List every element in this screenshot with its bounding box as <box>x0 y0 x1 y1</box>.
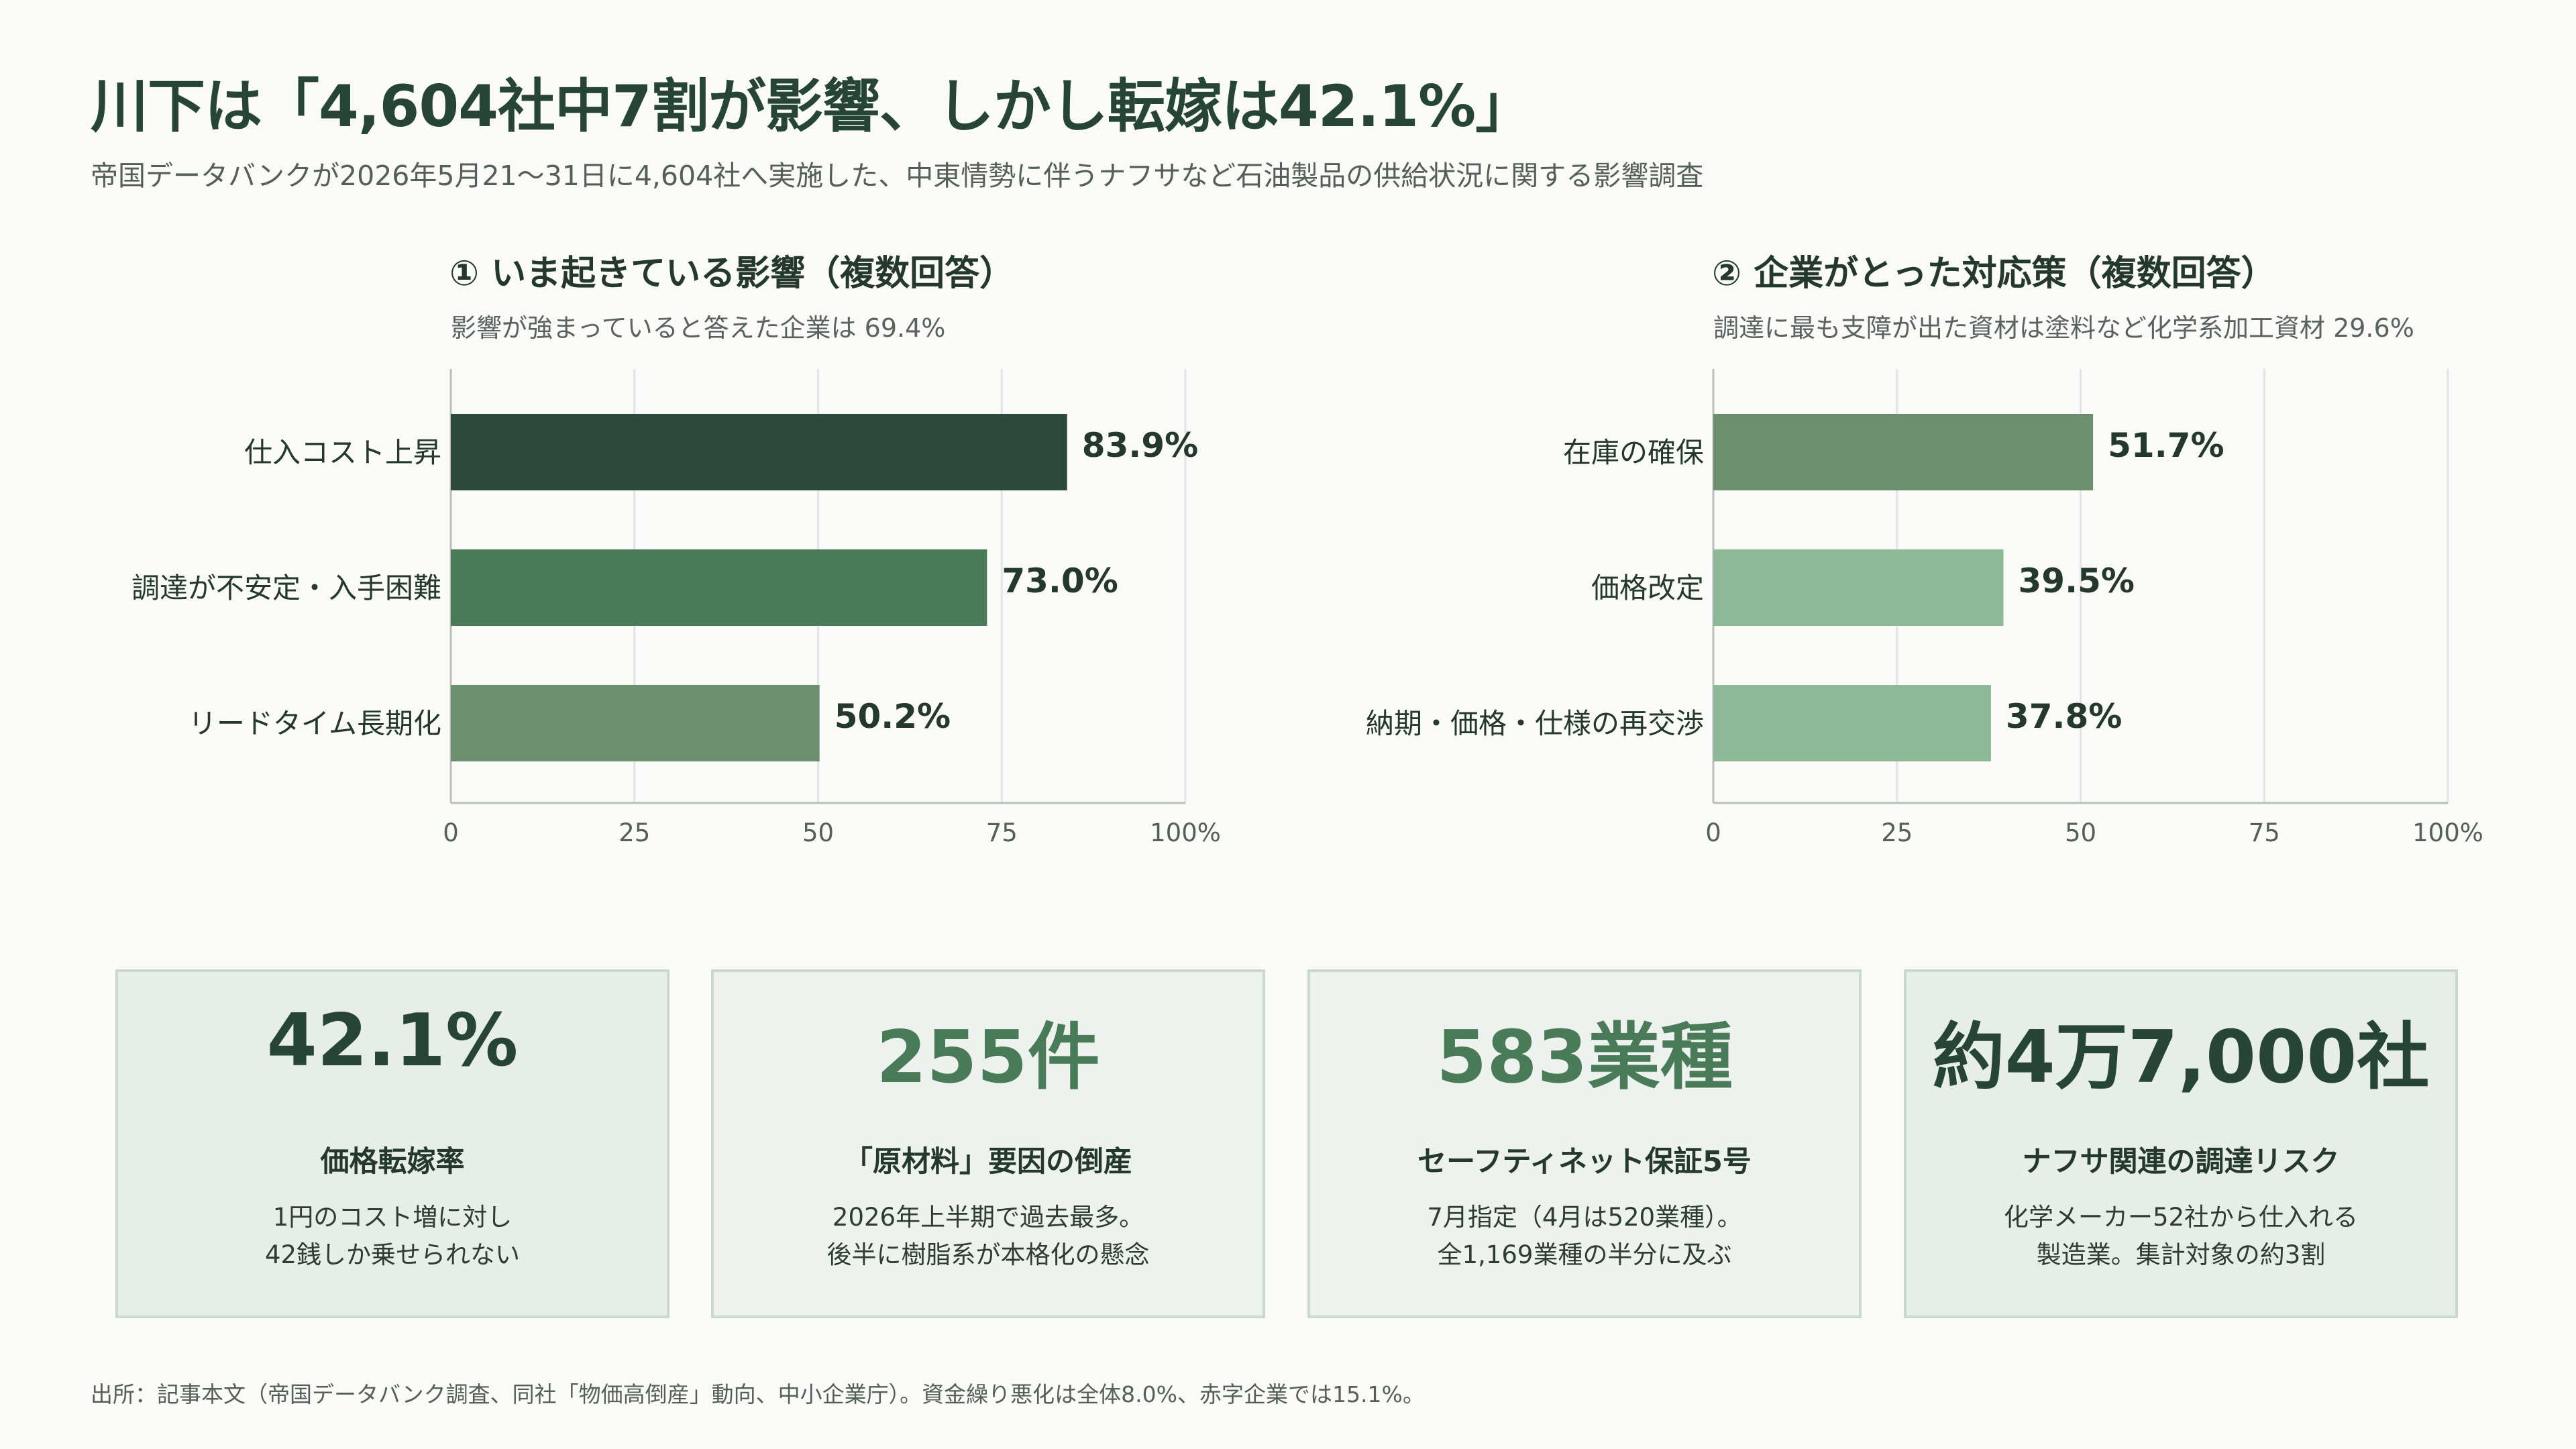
stat-card-desc-line: 全1,169業種の半分に及ぶ <box>1437 1240 1732 1269</box>
page-title: 川下は「4,604社中7割が影響、しかし転嫁は42.1%」 <box>91 73 1533 140</box>
stat-card-desc-line: 2026年上半期で過去最多。 <box>832 1203 1144 1232</box>
chart-1: 0 25 50 75 100% 仕入コスト上昇 83.9% 調達が不安定・入手困難 73.0% リ… <box>131 369 1221 847</box>
x-tick-label: 50 <box>802 818 834 847</box>
stat-card-description: 7月指定（4月は520業種）。 全1,169業種の半分に及ぶ <box>1310 1199 1859 1274</box>
x-tick-label: 25 <box>1881 818 1913 847</box>
stat-card-value: 約4万7,000社 <box>1932 1016 2430 1099</box>
stat-card-desc-line: 化学メーカー52社から仕入れる <box>2003 1203 2359 1232</box>
category-label: 在庫の確保 <box>1563 436 1704 469</box>
category-label: 価格改定 <box>1591 572 1704 604</box>
bar <box>451 685 820 761</box>
stat-card-value: 42.1% <box>266 999 519 1083</box>
category-label: リードタイム長期化 <box>189 707 441 740</box>
stat-card-naphtha-risk: 約4万7,000社 ナフサ関連の調達リスク 化学メーカー52社から仕入れる 製造… <box>1904 969 2458 1318</box>
chart1-subtitle: 影響が強まっていると答えた企業は 69.4% <box>451 313 946 343</box>
value-label: 50.2% <box>835 697 951 736</box>
chart2-title: ② 企業がとった対応策（複数回答） <box>1712 254 2276 294</box>
x-tick-label: 75 <box>986 818 1018 847</box>
value-label: 73.0% <box>1002 561 1118 600</box>
stat-card-label: ナフサ関連の調達リスク <box>2022 1145 2340 1179</box>
bar <box>1713 414 2094 490</box>
category-label: 調達が不安定・入手困難 <box>131 572 441 604</box>
stat-card-bankruptcies: 255件 「原材料」要因の倒産 2026年上半期で過去最多。 後半に樹脂系が本格… <box>711 969 1265 1318</box>
stat-card-label: 価格転嫁率 <box>320 1145 465 1179</box>
chart-2: 0 25 50 75 100% 在庫の確保 51.7% 価格改定 39.5% 納期・価格・仕様の再… <box>1366 369 2483 847</box>
stat-card-label: セーフティネット保証5号 <box>1417 1145 1752 1179</box>
bar <box>451 414 1067 490</box>
x-tick-label: 75 <box>2249 818 2280 847</box>
category-label: 仕入コスト上昇 <box>244 436 441 469</box>
x-tick-label: 50 <box>2065 818 2096 847</box>
bar <box>1713 685 1991 761</box>
value-label: 51.7% <box>2108 426 2224 465</box>
stat-card-desc-line: 1円のコスト増に対し <box>272 1203 513 1232</box>
stat-card-pass-through: 42.1% 価格転嫁率 1円のコスト増に対し 42銭しか乗せられない <box>115 969 669 1318</box>
x-tick-label: 0 <box>443 818 459 847</box>
stat-card-description: 1円のコスト増に対し 42銭しか乗せられない <box>118 1199 667 1274</box>
chart2-subtitle: 調達に最も支障が出た資材は塗料など化学系加工資材 29.6% <box>1713 313 2414 343</box>
chart1-title: ① いま起きている影響（複数回答） <box>449 254 1015 294</box>
stat-card-description: 化学メーカー52社から仕入れる 製造業。集計対象の約3割 <box>1907 1199 2455 1274</box>
value-label: 37.8% <box>2006 697 2122 736</box>
stat-card-desc-line: 製造業。集計対象の約3割 <box>2036 1240 2326 1269</box>
bar-charts: 0 25 50 75 100% 仕入コスト上昇 83.9% 調達が不安定・入手困難 73.0% リ… <box>131 369 2483 847</box>
bar <box>1713 549 2004 626</box>
stat-card-desc-line: 42銭しか乗せられない <box>264 1240 521 1269</box>
stat-card-value: 255件 <box>876 1016 1100 1099</box>
x-tick-label: 100% <box>1150 818 1221 847</box>
stat-card-desc-line: 7月指定（4月は520業種）。 <box>1427 1203 1742 1232</box>
source-note: 出所：記事本文（帝国データバンク調査、同社「物価高倒産」動向、中小企業庁）。資金… <box>91 1381 1425 1407</box>
x-tick-label: 0 <box>1705 818 1721 847</box>
bar <box>451 549 987 626</box>
stat-card-description: 2026年上半期で過去最多。 後半に樹脂系が本格化の懸念 <box>714 1199 1263 1274</box>
stat-card-desc-line: 後半に樹脂系が本格化の懸念 <box>826 1240 1150 1269</box>
x-tick-label: 25 <box>619 818 650 847</box>
category-label: 納期・価格・仕様の再交渉 <box>1366 707 1704 740</box>
stat-card-safety-net: 583業種 セーフティネット保証5号 7月指定（4月は520業種）。 全1,16… <box>1307 969 1862 1318</box>
page-subtitle: 帝国データバンクが2026年5月21〜31日に4,604社へ実施した、中東情勢に… <box>91 160 1704 192</box>
x-tick-label: 100% <box>2412 818 2483 847</box>
value-label: 83.9% <box>1082 426 1198 465</box>
stat-card-label: 「原材料」要因の倒産 <box>844 1145 1132 1179</box>
value-label: 39.5% <box>2019 561 2135 600</box>
stat-card-value: 583業種 <box>1436 1016 1733 1099</box>
